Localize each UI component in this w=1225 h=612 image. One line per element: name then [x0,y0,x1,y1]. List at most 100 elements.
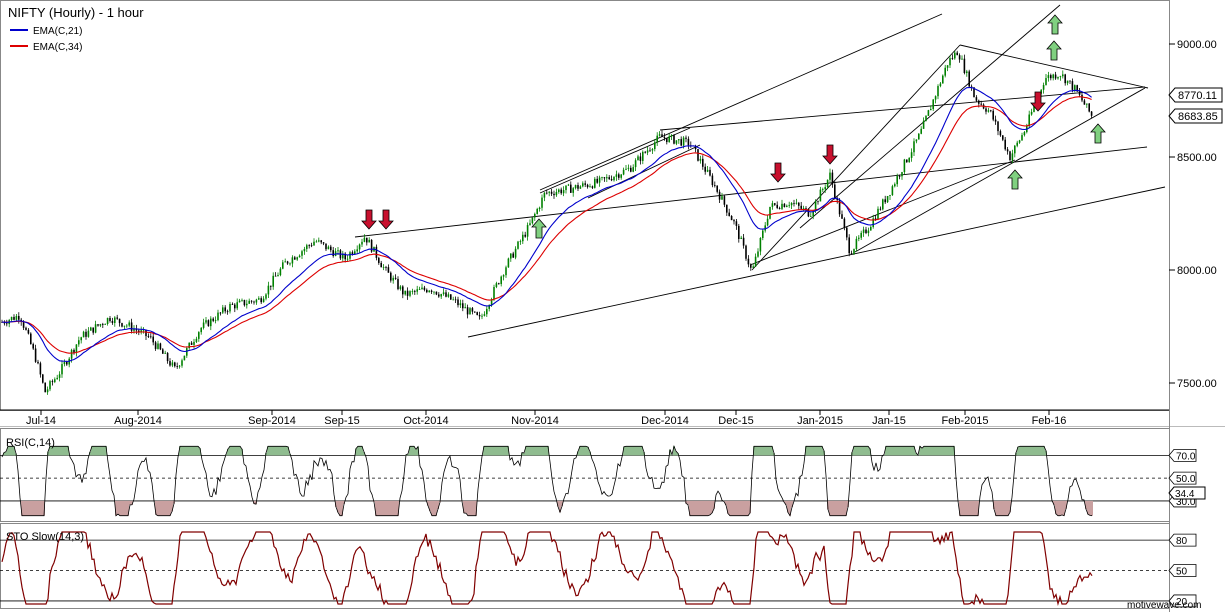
overbought-fill [639,446,641,456]
candle-body [200,327,202,333]
candle-body [939,83,942,87]
oversold-fill [833,500,835,516]
sto-panel-frame [0,523,1170,609]
candle-body [258,298,260,300]
candle-body [584,183,586,185]
overbought-fill [535,446,537,456]
candle-body [1014,145,1016,154]
oversold-fill [25,500,27,516]
candle-body [975,97,978,101]
overbought-fill [811,446,813,456]
oversold-fill [839,500,841,516]
overbought-fill [891,446,893,456]
overbought-fill [909,446,911,456]
oversold-fill [1087,500,1089,515]
oversold-fill [41,500,43,516]
candle-body [114,317,116,323]
oversold-fill [697,500,699,516]
candle-body [798,202,800,206]
overbought-fill [185,446,187,456]
candle-body [303,248,306,252]
oversold-fill [427,500,429,506]
candle-body [567,184,570,186]
candle-body [531,217,534,224]
candle-body [558,189,560,192]
overbought-fill [531,446,533,456]
candle-body [320,240,322,243]
overbought-fill [627,446,629,456]
candle-body [968,71,970,87]
candle-body [166,352,169,362]
candle-body [442,292,445,295]
candle-body [958,55,961,60]
candle-body [75,344,78,353]
overbought-fill [919,446,921,456]
overbought-fill [497,446,499,456]
overbought-fill [755,446,757,456]
candle-body [322,242,325,244]
candle-body [529,223,531,226]
candle-body [313,241,315,246]
overbought-fill [817,446,819,456]
candle-body [661,134,663,138]
candle-body [402,286,404,295]
oversold-fill [703,500,705,516]
candle-body [414,291,416,292]
overbought-fill [915,452,917,456]
candle-body [572,188,574,193]
oversold-fill [701,500,703,516]
trend-line [467,186,1166,338]
candle-body [980,103,982,105]
oversold-fill [1059,500,1061,516]
candle-body [433,291,435,293]
candles [1,50,1093,395]
oversold-fill [831,500,833,516]
up-arrow-icon [1047,14,1063,35]
overbought-fill [279,446,281,456]
oversold-fill [1061,500,1063,515]
oversold-fill [387,500,389,516]
oversold-fill [381,500,383,516]
candle-body [157,343,159,349]
oversold-fill [1009,500,1011,513]
candle-body [430,290,433,292]
candle-body [646,150,649,153]
candle-body [865,229,867,234]
overbought-fill [897,446,899,456]
date-axis: Jul-14 Aug-2014 Sep-2014 Sep-15 Oct-2014 Nov-… [0,409,1169,427]
overbought-fill [585,446,587,456]
candle-body [800,205,802,209]
oversold-fill [397,500,399,516]
ema21-line [1,87,1092,363]
oversold-fill [729,500,731,516]
candle-body [488,305,490,309]
oversold-fill [159,500,161,516]
oversold-fill [157,500,159,516]
up-arrow-icon [1007,169,1023,190]
candle-body [291,257,294,264]
oversold-fill [161,500,163,516]
candle-body [346,258,349,260]
oversold-fill [39,500,41,516]
overbought-fill [589,451,591,456]
oversold-fill [1091,500,1093,516]
overbought-fill [937,446,939,456]
trend-line [539,127,691,194]
overbought-fill [941,446,943,456]
candle-body [315,241,318,243]
oversold-fill [959,500,961,516]
oversold-fill [337,500,339,513]
candle-body [1042,84,1045,90]
overbought-fill [895,446,897,456]
legend-ema34-label: EMA(C,34) [33,42,82,53]
candle-body [553,193,555,196]
down-arrow-icon [770,162,786,183]
candle-body [150,336,152,338]
oversold-fill [341,500,343,516]
overbought-fill [7,446,9,456]
candle-body [896,176,898,185]
overbought-fill [61,446,63,456]
candle-body [330,246,332,251]
overbought-fill [199,448,201,456]
overbought-fill [759,446,761,456]
